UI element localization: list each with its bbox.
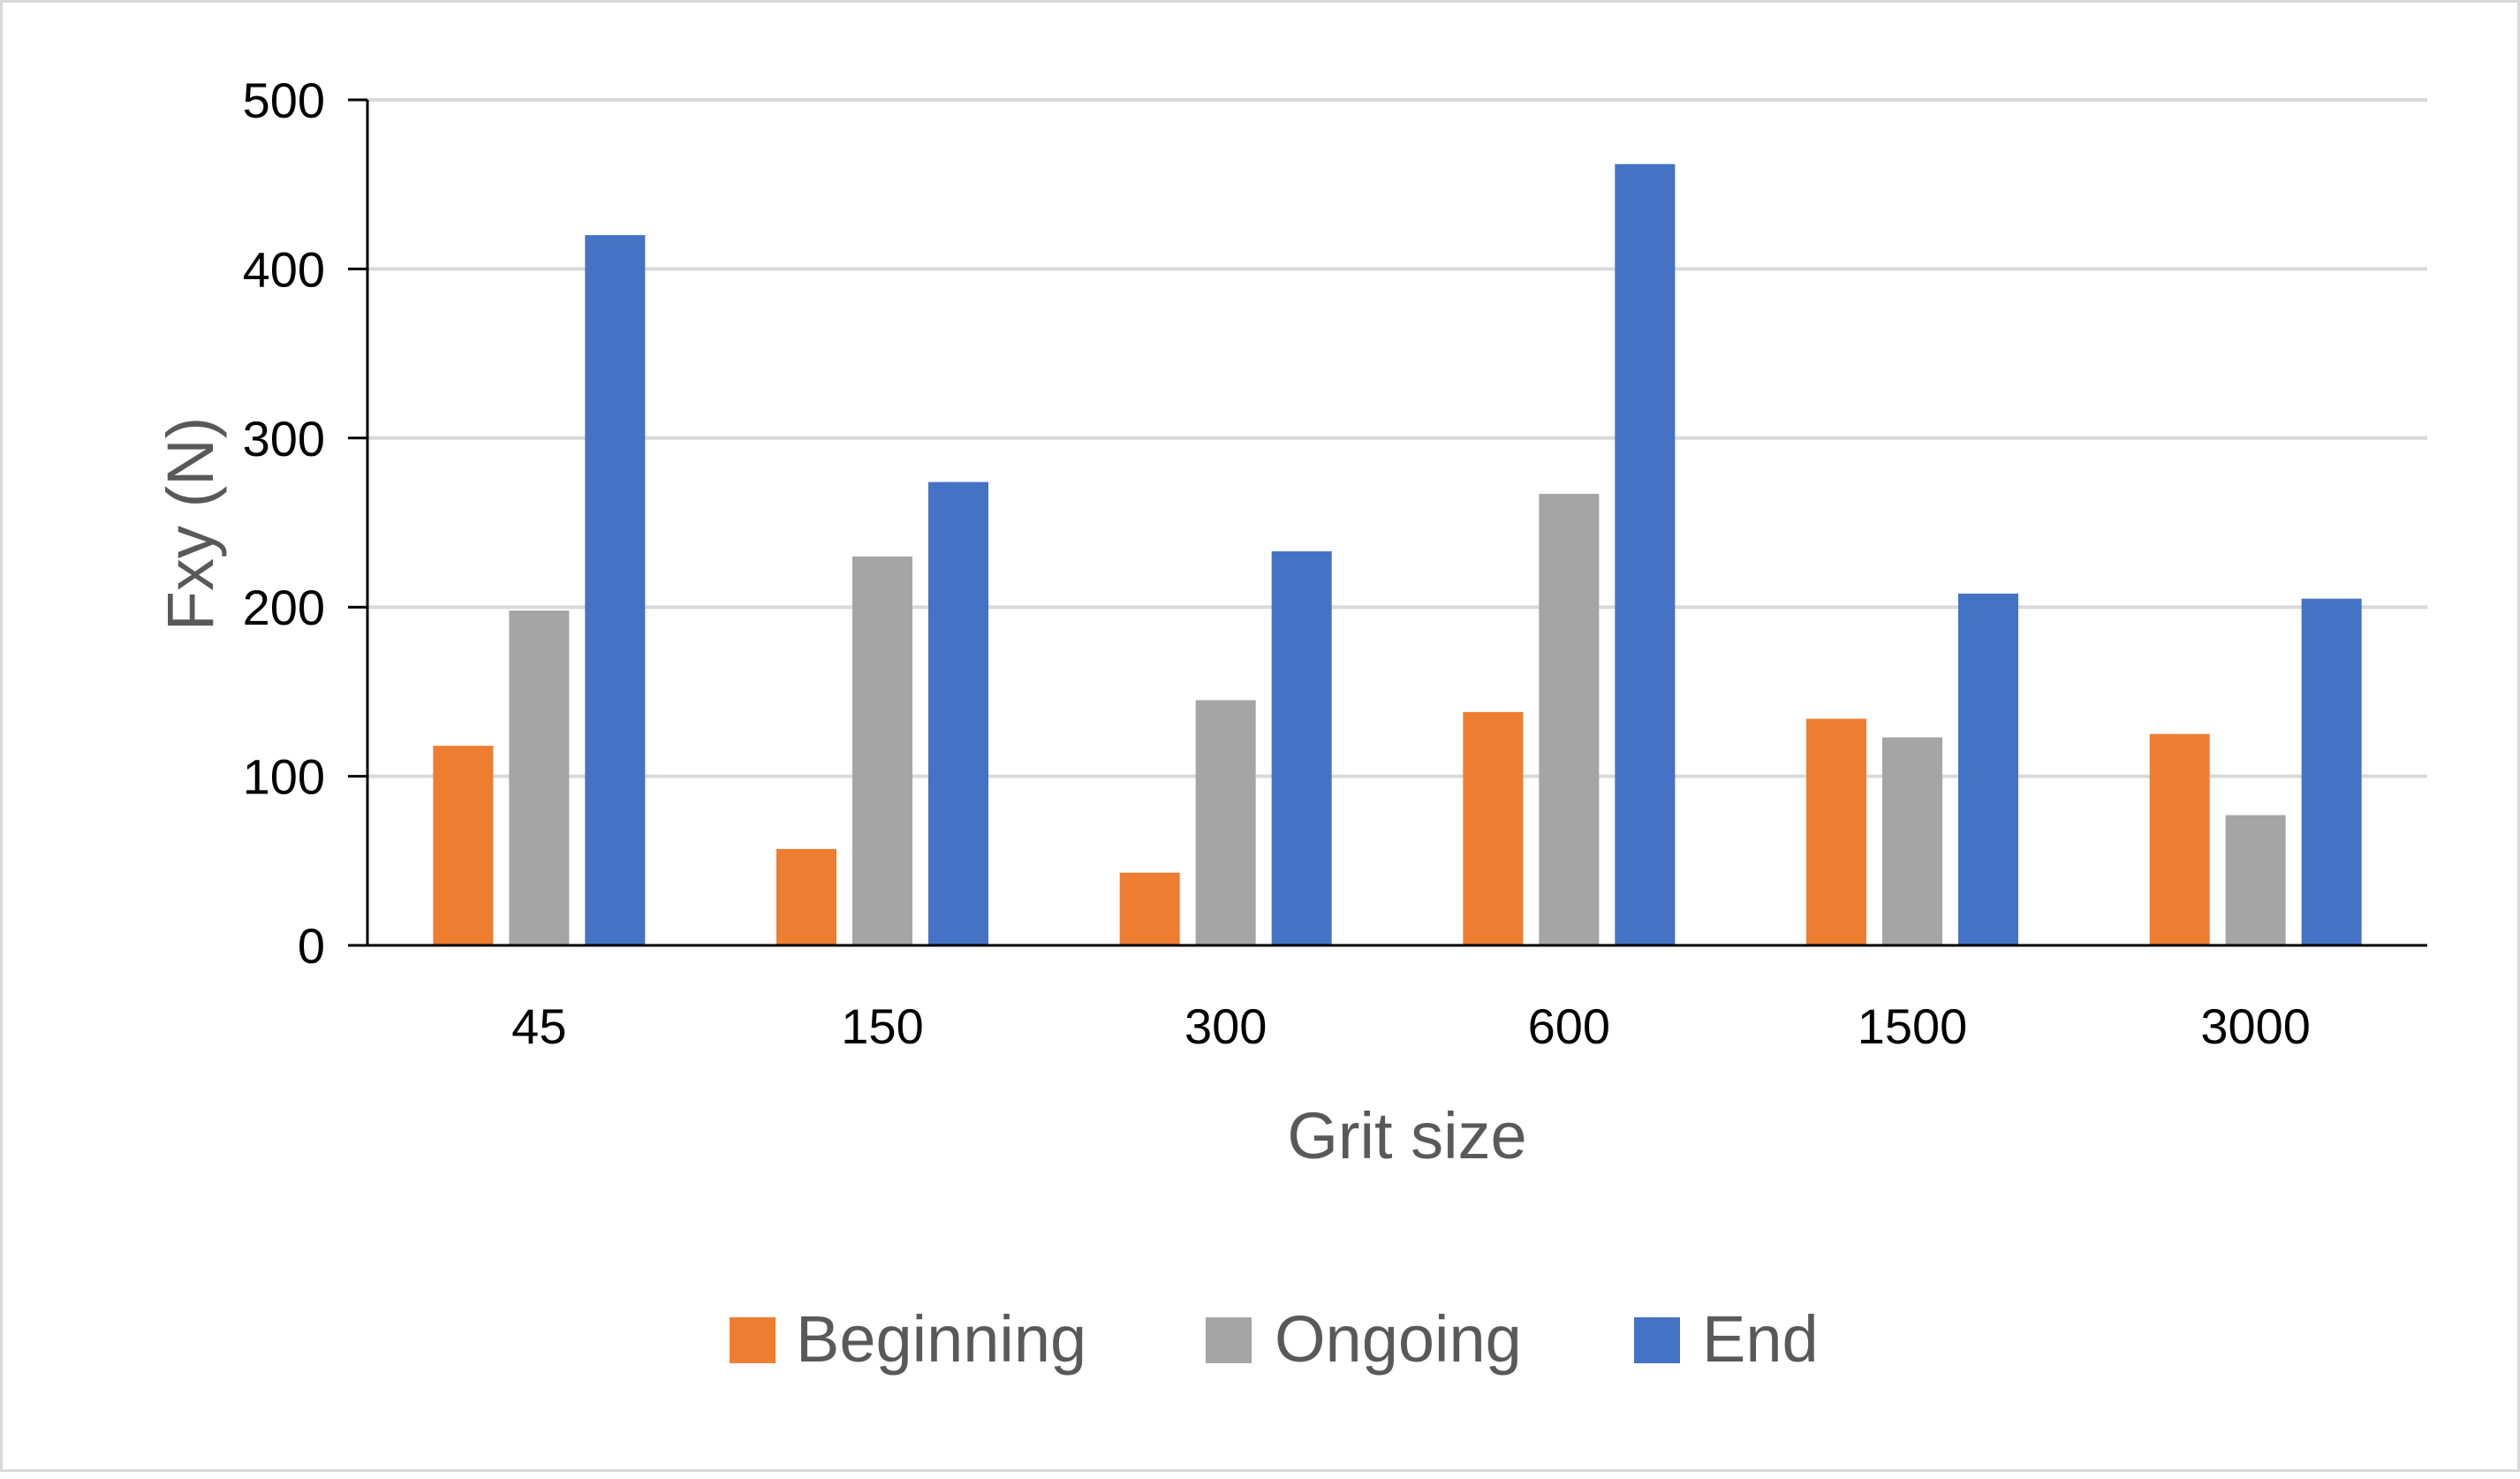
bar-end-45 — [585, 235, 646, 945]
legend-swatch-ongoing — [1206, 1317, 1252, 1363]
bar-ongoing-45 — [509, 611, 570, 945]
y-tick-label: 200 — [243, 580, 325, 635]
bar-end-1500 — [1958, 593, 2018, 945]
x-tick-labels: 45 150 300 600 1500 3000 — [511, 998, 2311, 1054]
y-tick-label: 100 — [243, 749, 325, 805]
bar-end-3000 — [2301, 598, 2362, 945]
y-tick-label: 500 — [243, 72, 325, 128]
bar-ongoing-300 — [1195, 700, 1256, 945]
bar-beginning-300 — [1119, 872, 1180, 945]
x-tick-label: 3000 — [2200, 998, 2311, 1054]
bar-beginning-3000 — [2149, 733, 2210, 945]
x-tick-label: 150 — [841, 998, 923, 1054]
y-tick-label: 400 — [243, 241, 325, 297]
x-tick-label: 600 — [1528, 998, 1610, 1054]
y-tick-labels: 0 100 200 300 400 500 — [243, 72, 325, 974]
legend-label-ongoing: Ongoing — [1275, 1302, 1522, 1376]
bar-end-300 — [1271, 551, 1332, 945]
bar-end-150 — [928, 482, 988, 945]
bar-end-600 — [1615, 163, 1676, 945]
bars — [433, 163, 2362, 945]
legend-label-beginning: Beginning — [796, 1302, 1086, 1376]
bar-beginning-45 — [433, 746, 494, 945]
bar-ongoing-1500 — [1882, 737, 1942, 945]
bar-ongoing-150 — [852, 556, 912, 945]
y-tick-label: 0 — [298, 918, 325, 974]
bar-beginning-600 — [1463, 711, 1524, 945]
y-tick-label: 300 — [243, 411, 325, 466]
axes — [348, 98, 2427, 947]
x-tick-label: 45 — [511, 998, 566, 1054]
bar-beginning-150 — [776, 848, 836, 945]
gridlines — [367, 98, 2427, 778]
legend-swatch-beginning — [730, 1317, 776, 1363]
bar-ongoing-600 — [1539, 493, 1600, 945]
legend-swatch-end — [1634, 1317, 1680, 1363]
legend-label-end: End — [1702, 1302, 1819, 1376]
bar-chart: 0 100 200 300 400 500 45 150 300 600 1500 3000 Fxy… — [154, 72, 2427, 1376]
bar-beginning-1500 — [1806, 718, 1866, 945]
bar-ongoing-3000 — [2225, 815, 2286, 945]
x-tick-label: 300 — [1184, 998, 1267, 1054]
x-axis-title: Grit size — [1287, 1099, 1526, 1172]
legend: Beginning Ongoing End — [730, 1302, 1819, 1376]
y-axis-title: Fxy (N) — [154, 417, 227, 632]
x-tick-label: 1500 — [1858, 998, 1968, 1054]
